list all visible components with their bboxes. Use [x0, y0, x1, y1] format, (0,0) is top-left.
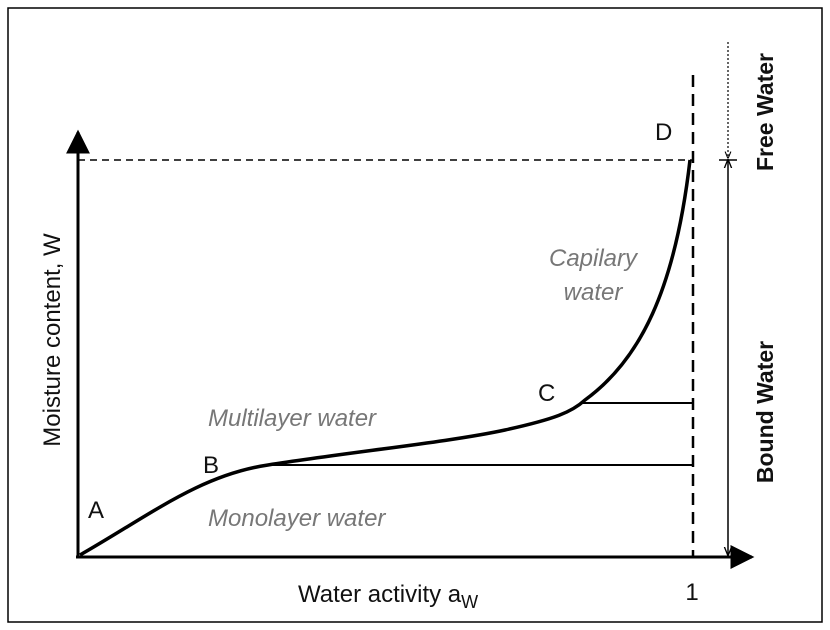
point-label: D — [655, 119, 672, 146]
x-axis-text: Water activity a — [298, 581, 462, 608]
isotherm-curve — [79, 159, 692, 557]
side-label: Free Water — [752, 53, 778, 171]
y-axis-label: Moisture content, W — [39, 233, 66, 447]
region-label: Capilary — [549, 245, 639, 272]
point-label: B — [203, 452, 219, 479]
x-axis-subscript: W — [461, 592, 478, 612]
frame — [7, 7, 823, 623]
x-axis-label: Water activity aW — [298, 581, 478, 612]
region-label: Monolayer water — [208, 505, 386, 532]
region-label: Multilayer water — [208, 405, 377, 432]
side-label: Bound Water — [752, 341, 778, 483]
x-end-label: 1 — [685, 579, 698, 606]
region-label: water — [564, 279, 624, 306]
point-label: C — [538, 380, 555, 407]
point-label: A — [88, 497, 104, 524]
